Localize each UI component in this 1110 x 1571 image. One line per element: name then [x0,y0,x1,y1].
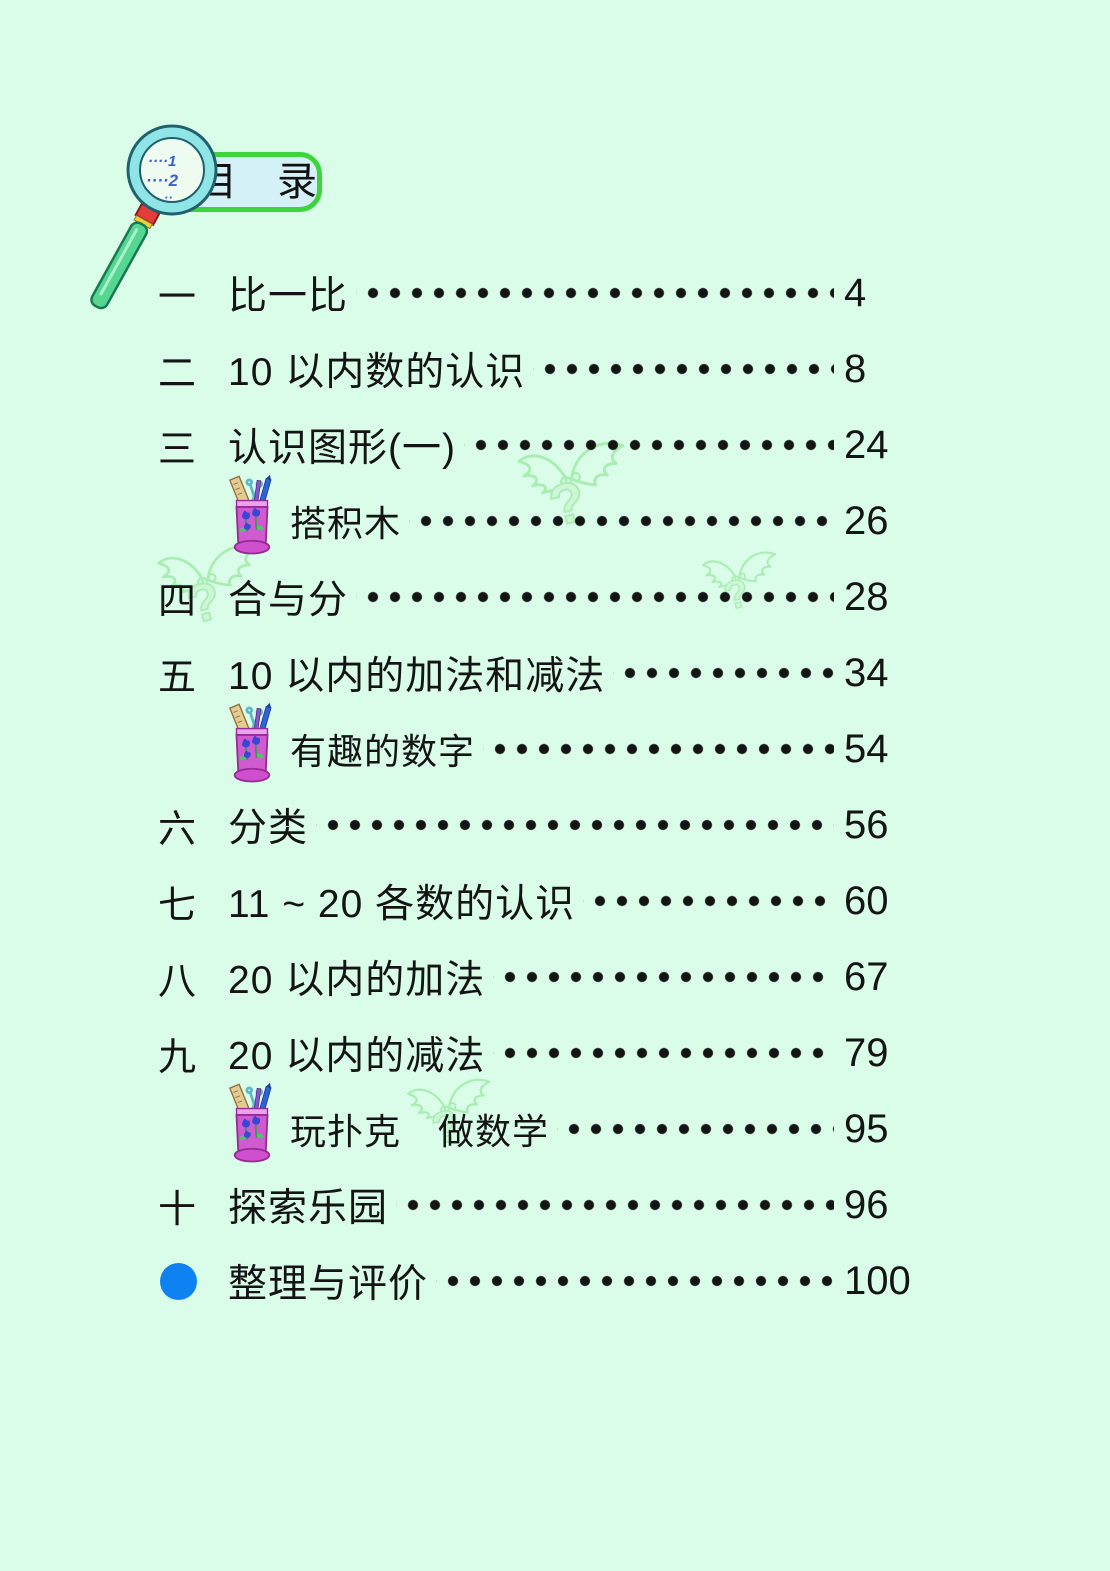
chapter-number [158,1263,228,1300]
toc-entry[interactable]: 六 分类 56 [158,787,920,863]
page-number: 26 [844,498,889,543]
chapter-number: 九 [158,1036,197,1079]
toc-entry[interactable]: 八 20 以内的加法 67 [158,939,920,1015]
toc-list: 一 比一比 4 二 10 以内数的认识 8 三 认识图形(一) 24 搭积木 2… [158,255,920,1319]
chapter-title: 10 以内数的认识 [228,351,526,394]
dot-leader [533,331,834,407]
svg-text:····2: ····2 [146,171,179,190]
toc-entry[interactable]: 九 20 以内的减法 79 [158,1015,920,1091]
chapter-number: 五 [158,656,197,699]
page-number: 96 [844,1182,889,1227]
page-number: 8 [844,346,867,391]
dot-leader [583,863,834,939]
chapter-title: 有趣的数字 [290,731,476,772]
chapter-number: 六 [158,808,197,851]
chapter-title: 搭积木 [290,503,402,544]
chapter-title: 认识图形(一) [228,427,456,470]
dot-leader [463,407,834,483]
page-number: 67 [844,954,889,999]
toc-entry[interactable]: 五 10 以内的加法和减法 34 [158,635,920,711]
page-number: 60 [844,878,889,923]
page-number: 34 [844,650,889,695]
chapter-number: 三 [158,428,197,471]
pencil-cup-icon [228,475,276,559]
page-number: 28 [844,574,889,619]
toc-entry[interactable]: 整理与评价 100 [158,1243,920,1319]
page-number: 54 [844,726,889,771]
pencil-cup-icon [228,703,276,787]
toc-entry[interactable]: 四 合与分 28 [158,559,920,635]
chapter-title: 玩扑克 做数学 [290,1111,550,1152]
dot-leader [356,255,834,331]
pencil-cup-icon [228,1083,276,1167]
dot-leader [557,1091,834,1167]
chapter-number: 二 [158,352,197,395]
svg-text:··: ·· [164,190,173,205]
page-number: 100 [844,1258,911,1303]
dot-leader [493,939,834,1015]
dot-leader [436,1243,834,1319]
dot-leader [483,711,834,787]
chapter-title: 20 以内的减法 [228,1035,486,1078]
toc-entry[interactable]: 十 探索乐园 96 [158,1167,920,1243]
page-number: 56 [844,802,889,847]
page-number: 79 [844,1030,889,1075]
dot-leader [356,559,834,635]
chapter-number: 四 [158,580,197,623]
chapter-number: 一 [158,276,197,319]
dot-leader [396,1167,834,1243]
toc-entry[interactable]: 有趣的数字 54 [158,711,920,787]
dot-leader [613,635,834,711]
chapter-title: 探索乐园 [228,1187,389,1230]
dot-leader [493,1015,834,1091]
page-number: 24 [844,422,889,467]
dot-leader [316,787,834,863]
dot-leader [409,483,834,559]
chapter-title: 合与分 [228,579,349,622]
chapter-title: 分类 [228,807,309,850]
toc-entry[interactable]: 七 11 ~ 20 各数的认识 60 [158,863,920,939]
chapter-number: 十 [158,1188,197,1231]
toc-entry[interactable]: 三 认识图形(一) 24 [158,407,920,483]
chapter-number: 八 [158,960,197,1003]
chapter-number: 七 [158,884,197,927]
chapter-title: 比一比 [228,275,349,318]
toc-entry[interactable]: 二 10 以内数的认识 8 [158,331,920,407]
magnifier-icon: ····1 ····2 ·· [90,124,218,310]
chapter-title: 整理与评价 [228,1263,429,1306]
chapter-title: 20 以内的加法 [228,959,486,1002]
svg-text:····1: ····1 [148,153,176,170]
chapter-title: 10 以内的加法和减法 [228,655,606,698]
page-number: 4 [844,270,867,315]
toc-entry[interactable]: 搭积木 26 [158,483,920,559]
chapter-title: 11 ~ 20 各数的认识 [228,883,576,926]
page-number: 95 [844,1106,889,1151]
toc-entry[interactable]: 一 比一比 4 [158,255,920,331]
toc-entry[interactable]: 玩扑克 做数学 95 [158,1091,920,1167]
